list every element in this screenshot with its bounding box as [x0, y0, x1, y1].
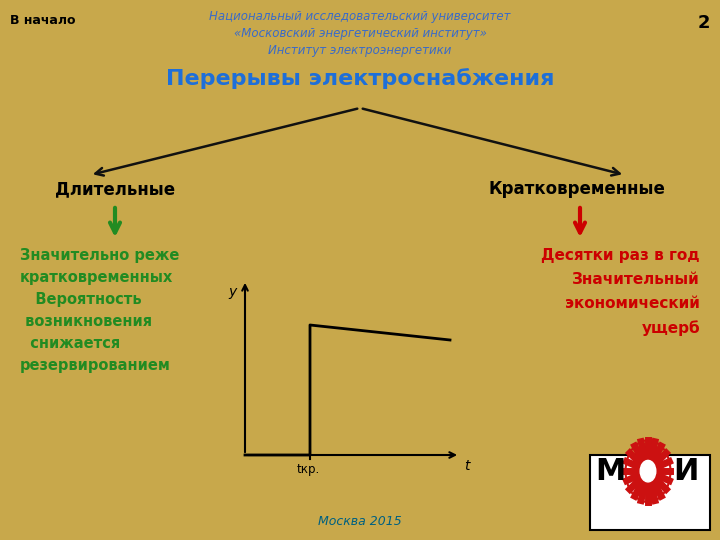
Text: y: y	[229, 285, 237, 299]
FancyBboxPatch shape	[590, 455, 710, 530]
Text: Вероятность: Вероятность	[20, 292, 142, 307]
Circle shape	[640, 461, 656, 482]
Text: 2: 2	[698, 14, 710, 32]
Text: М: М	[595, 457, 626, 485]
Text: Значительный: Значительный	[572, 272, 700, 287]
Text: В начало: В начало	[10, 14, 76, 27]
Text: «Московский энергетический институт»: «Московский энергетический институт»	[233, 27, 487, 40]
Text: Институт электроэнергетики: Институт электроэнергетики	[269, 44, 451, 57]
Text: кратковременных: кратковременных	[20, 270, 174, 285]
Text: Москва 2015: Москва 2015	[318, 515, 402, 528]
Text: tкр.: tкр.	[297, 463, 320, 476]
Text: экономический: экономический	[565, 296, 700, 311]
Text: Национальный исследовательский университет: Национальный исследовательский университ…	[210, 10, 510, 23]
Text: Кратковременные: Кратковременные	[488, 180, 665, 198]
Text: ущерб: ущерб	[642, 320, 700, 336]
Text: Десятки раз в год: Десятки раз в год	[541, 248, 700, 263]
Text: снижается: снижается	[20, 336, 120, 351]
Text: Значительно реже: Значительно реже	[20, 248, 179, 263]
Text: t: t	[464, 459, 469, 473]
Text: возникновения: возникновения	[20, 314, 152, 329]
Text: И: И	[672, 457, 698, 485]
Text: резервированием: резервированием	[20, 358, 171, 373]
Text: Длительные: Длительные	[55, 180, 175, 198]
Text: Перерывы электроснабжения: Перерывы электроснабжения	[166, 68, 554, 89]
